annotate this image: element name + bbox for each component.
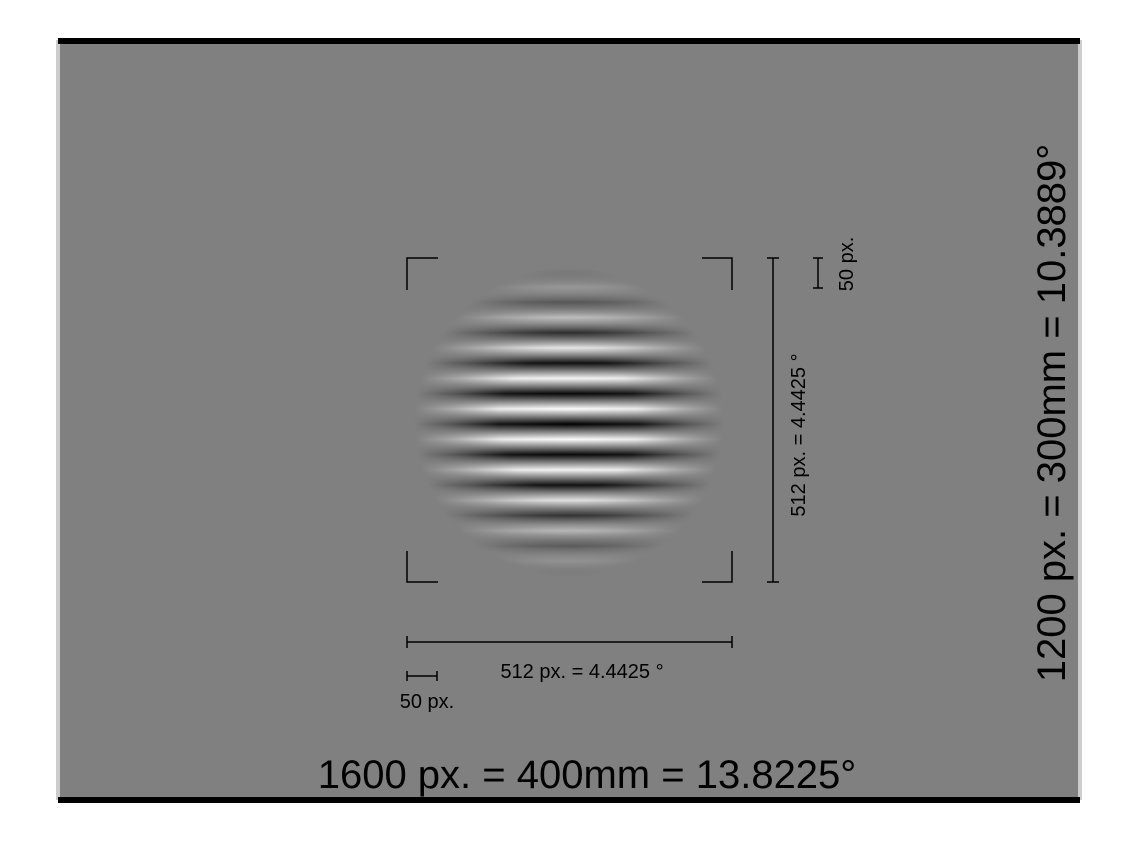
bracket-bottom-right bbox=[702, 551, 733, 583]
horizontal-scale-label: 50 px. bbox=[400, 691, 454, 713]
stimulus-height-label: 512 px. = 4.4425 ° bbox=[788, 353, 810, 516]
bracket-bottom-left bbox=[406, 551, 438, 583]
bracket-top-right bbox=[702, 257, 733, 290]
edge-shadow-right bbox=[1078, 40, 1082, 800]
screen-width-label: 1600 px. = 400mm = 13.8225° bbox=[318, 753, 857, 797]
screen-height-label: 1200 px. = 300mm = 10.3889° bbox=[1030, 144, 1074, 683]
screen-bottom-border bbox=[58, 797, 1080, 803]
stimulus-width-dimension bbox=[406, 636, 733, 648]
stimulus-width-label: 512 px. = 4.4425 ° bbox=[500, 661, 663, 683]
bracket-top-left bbox=[406, 257, 438, 290]
stimulus-height-dimension bbox=[767, 257, 779, 583]
vertical-scale-bar bbox=[813, 257, 823, 289]
gabor-stimulus bbox=[400, 250, 740, 590]
screen-top-border bbox=[58, 38, 1080, 44]
horizontal-scale-bar bbox=[406, 671, 438, 681]
edge-shadow-left bbox=[56, 40, 60, 800]
vertical-scale-label: 50 px. bbox=[836, 237, 858, 291]
